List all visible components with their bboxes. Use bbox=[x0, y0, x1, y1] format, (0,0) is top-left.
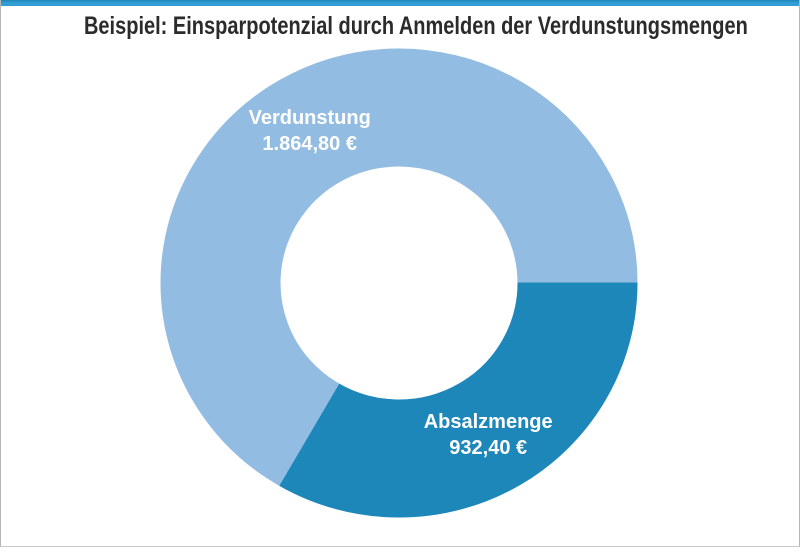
slice-label-value: 932,40 € bbox=[449, 437, 527, 459]
slice-label-value: 1.864,80 € bbox=[262, 133, 357, 155]
donut-slice-verdunstung bbox=[160, 48, 638, 487]
slice-label-verdunstung: Verdunstung 1.864,80 € bbox=[249, 107, 371, 155]
slice-label-name: Absalzmenge bbox=[424, 411, 553, 433]
donut-slice-absalzmenge bbox=[279, 282, 638, 518]
slice-label-absalzmenge: Absalzmenge 932,40 € bbox=[424, 411, 553, 459]
top-accent-bar bbox=[1, 0, 799, 6]
title-wrap: Beispiel: Einsparpotenzial durch Anmelde… bbox=[1, 12, 799, 41]
chart-title: Beispiel: Einsparpotenzial durch Anmelde… bbox=[83, 12, 748, 40]
slice-label-name: Verdunstung bbox=[249, 107, 371, 129]
